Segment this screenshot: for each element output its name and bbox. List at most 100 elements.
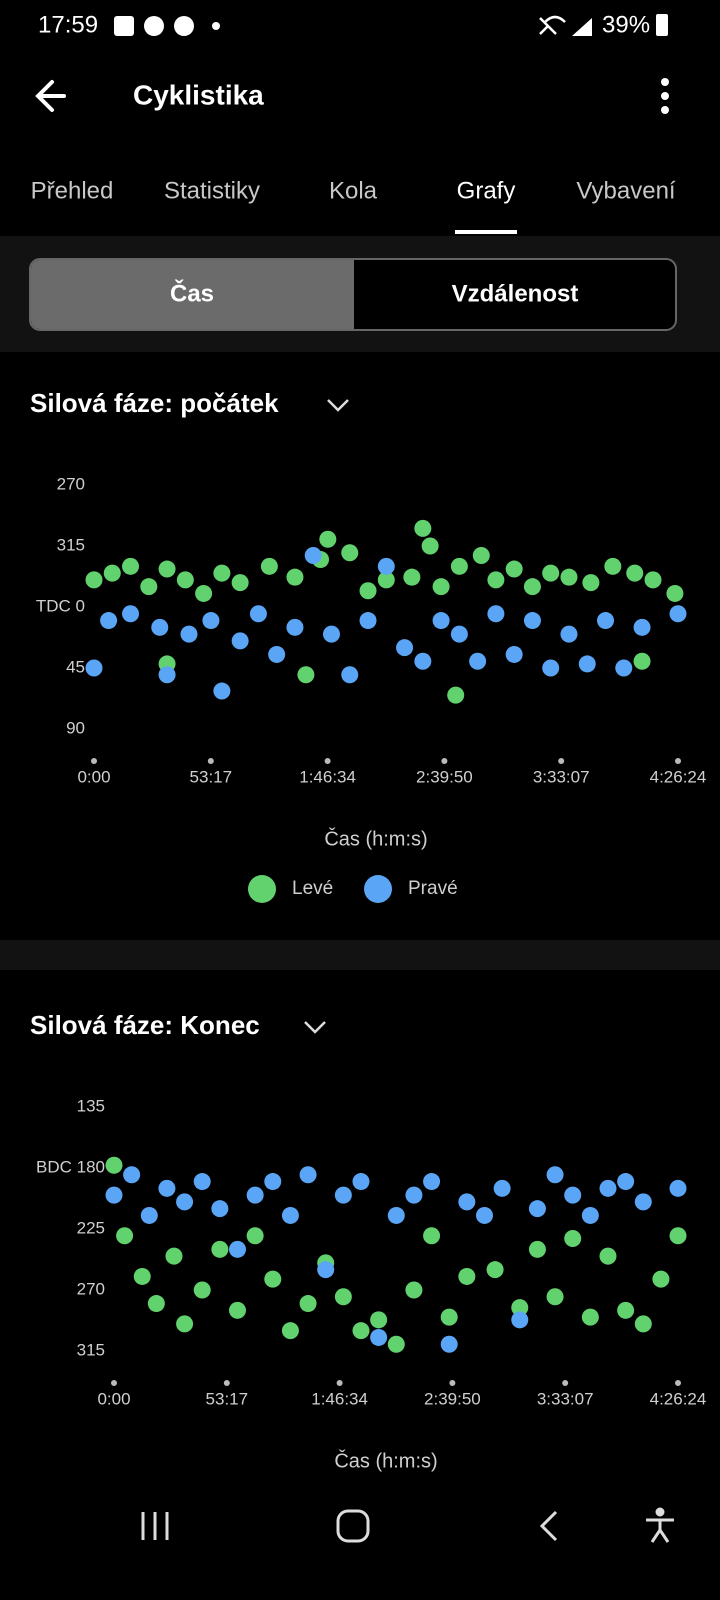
nav-home[interactable] bbox=[336, 1509, 370, 1543]
data-point bbox=[317, 1261, 335, 1279]
x-tick-label: 53:17 bbox=[190, 767, 233, 786]
tab[interactable]: Statistiky bbox=[164, 177, 260, 204]
data-point bbox=[511, 1299, 529, 1317]
data-point bbox=[249, 605, 267, 623]
data-point bbox=[597, 612, 615, 630]
data-point bbox=[599, 1247, 617, 1265]
data-point bbox=[546, 1166, 564, 1184]
tab[interactable]: Kola bbox=[329, 177, 378, 204]
data-point bbox=[213, 564, 231, 582]
data-point bbox=[133, 1267, 151, 1285]
x-tick-label: 0:00 bbox=[97, 1389, 130, 1408]
data-point bbox=[472, 546, 490, 564]
chart-dropdown[interactable] bbox=[327, 399, 349, 412]
data-point bbox=[546, 1288, 564, 1306]
data-point bbox=[505, 560, 523, 578]
data-point bbox=[458, 1267, 476, 1285]
data-point bbox=[105, 1156, 123, 1174]
data-point bbox=[387, 1335, 405, 1353]
segment-button[interactable]: Čas bbox=[170, 279, 214, 307]
data-point bbox=[123, 1166, 141, 1184]
data-point bbox=[423, 1227, 441, 1245]
x-tick-mark bbox=[336, 1380, 343, 1386]
data-point bbox=[286, 568, 304, 586]
data-point bbox=[487, 571, 505, 589]
data-point bbox=[268, 645, 286, 663]
data-point bbox=[633, 652, 651, 670]
legend-marker bbox=[248, 875, 276, 903]
x-tick-mark bbox=[675, 758, 681, 764]
data-point bbox=[634, 1315, 652, 1333]
data-point bbox=[423, 1173, 441, 1191]
data-point bbox=[140, 578, 158, 596]
data-point bbox=[403, 568, 421, 586]
data-point bbox=[176, 1315, 194, 1333]
data-point bbox=[359, 582, 377, 600]
data-point bbox=[387, 1206, 405, 1224]
data-point bbox=[85, 571, 103, 589]
data-point bbox=[599, 1179, 617, 1197]
x-tick-label: 4:26:24 bbox=[650, 1389, 707, 1408]
tab-indicator bbox=[455, 230, 517, 234]
chart-dropdown[interactable] bbox=[304, 1021, 326, 1034]
data-point bbox=[151, 618, 169, 636]
x-tick-mark bbox=[91, 758, 97, 764]
data-point bbox=[542, 564, 560, 582]
data-point bbox=[511, 1311, 529, 1329]
data-point bbox=[147, 1295, 165, 1313]
data-point bbox=[193, 1173, 211, 1191]
y-tick-label: 315 bbox=[57, 535, 85, 554]
data-point bbox=[523, 578, 541, 596]
tab[interactable]: Vybavení bbox=[576, 177, 676, 204]
x-tick-label: 53:17 bbox=[206, 1389, 249, 1408]
data-point bbox=[359, 612, 377, 630]
data-point bbox=[122, 605, 140, 623]
data-point bbox=[370, 1328, 388, 1346]
x-tick-label: 1:46:34 bbox=[299, 767, 356, 786]
data-point bbox=[370, 1311, 388, 1329]
y-tick-label: 45 bbox=[66, 657, 85, 676]
menu-button[interactable] bbox=[661, 78, 669, 114]
data-point bbox=[246, 1186, 264, 1204]
data-point bbox=[450, 557, 468, 575]
data-point bbox=[281, 1206, 299, 1224]
segment-button[interactable]: Vzdálenost bbox=[452, 280, 579, 307]
data-point bbox=[286, 618, 304, 636]
nav-accessibility[interactable] bbox=[646, 1507, 674, 1543]
data-point bbox=[542, 659, 560, 677]
data-point bbox=[264, 1173, 282, 1191]
data-point bbox=[228, 1240, 246, 1258]
data-point bbox=[475, 1206, 493, 1224]
tab[interactable]: Grafy bbox=[457, 177, 516, 204]
data-point bbox=[432, 612, 450, 630]
data-point bbox=[560, 568, 578, 586]
data-point bbox=[176, 571, 194, 589]
data-point bbox=[560, 625, 578, 643]
data-point bbox=[334, 1288, 352, 1306]
data-point bbox=[85, 659, 103, 677]
data-point bbox=[264, 1270, 282, 1288]
legend-marker bbox=[364, 875, 392, 903]
data-point bbox=[103, 564, 121, 582]
data-point bbox=[165, 1247, 183, 1265]
data-point bbox=[211, 1240, 229, 1258]
nav-back[interactable] bbox=[539, 1510, 558, 1542]
data-point bbox=[116, 1227, 134, 1245]
legend-label: Pravé bbox=[408, 878, 458, 899]
y-tick-label: 90 bbox=[66, 718, 85, 737]
tab[interactable]: Přehled bbox=[31, 177, 114, 204]
data-point bbox=[523, 612, 541, 630]
nav-recent[interactable] bbox=[141, 1512, 169, 1540]
data-point bbox=[634, 1193, 652, 1211]
data-point bbox=[582, 574, 600, 592]
status-icons bbox=[114, 14, 668, 36]
data-point bbox=[202, 612, 220, 630]
data-point bbox=[228, 1301, 246, 1319]
x-tick-mark bbox=[675, 1380, 681, 1386]
x-tick-label: 3:33:07 bbox=[537, 1389, 594, 1408]
data-point bbox=[581, 1308, 599, 1326]
data-point bbox=[578, 655, 596, 673]
back-button[interactable] bbox=[35, 80, 66, 112]
